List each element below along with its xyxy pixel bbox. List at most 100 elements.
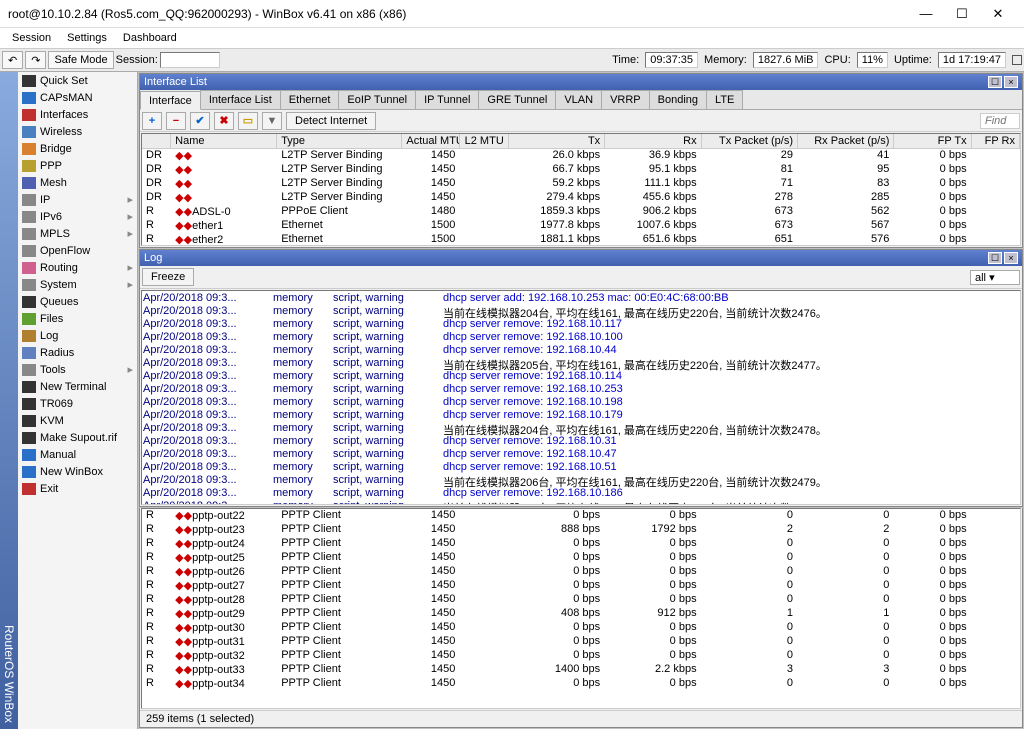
log-row[interactable]: Apr/20/2018 09:3...memoryscript, warning… xyxy=(143,305,1019,318)
table-row[interactable]: R◆◆ether1Ethernet15001977.8 kbps1007.6 k… xyxy=(142,219,1020,233)
table-row[interactable]: R◆◆ether2Ethernet15001881.1 kbps651.6 kb… xyxy=(142,233,1020,246)
table-row[interactable]: R◆◆pptp-out32PPTP Client14500 bps0 bps00… xyxy=(142,649,1020,663)
sidebar-item-ipv6[interactable]: IPv6▸ xyxy=(18,208,137,225)
log-filter-select[interactable]: all ▾ xyxy=(970,270,1020,285)
tab-eoip-tunnel[interactable]: EoIP Tunnel xyxy=(338,90,416,109)
log-row[interactable]: Apr/20/2018 09:3...memoryscript, warning… xyxy=(143,331,1019,344)
table-row[interactable]: R◆◆pptp-out34PPTP Client14500 bps0 bps00… xyxy=(142,677,1020,691)
sidebar-item-quick-set[interactable]: Quick Set xyxy=(18,72,137,89)
log-row[interactable]: Apr/20/2018 09:3...memoryscript, warning… xyxy=(143,383,1019,396)
freeze-button[interactable]: Freeze xyxy=(142,268,194,286)
table-row[interactable]: DR◆◆L2TP Server Binding1450279.4 kbps455… xyxy=(142,191,1020,205)
disable-button[interactable]: ✖ xyxy=(214,112,234,130)
column-header[interactable]: Name xyxy=(171,134,277,148)
column-header[interactable]: FP Tx xyxy=(894,134,971,148)
tab-ethernet[interactable]: Ethernet xyxy=(280,90,340,109)
column-header[interactable]: FP Rx xyxy=(972,134,1020,148)
sidebar-item-kvm[interactable]: KVM xyxy=(18,412,137,429)
table-row[interactable]: R◆◆pptp-out33PPTP Client14501400 bps2.2 … xyxy=(142,663,1020,677)
bottom-table[interactable]: R◆◆pptp-out22PPTP Client14500 bps0 bps00… xyxy=(141,508,1021,709)
filter-button[interactable]: ▼ xyxy=(262,112,282,130)
tab-bonding[interactable]: Bonding xyxy=(649,90,707,109)
remove-button[interactable]: − xyxy=(166,112,186,130)
log-row[interactable]: Apr/20/2018 09:3...memoryscript, warning… xyxy=(143,344,1019,357)
log-row[interactable]: Apr/20/2018 09:3...memoryscript, warning… xyxy=(143,461,1019,474)
sidebar-item-mesh[interactable]: Mesh xyxy=(18,174,137,191)
sidebar-item-wireless[interactable]: Wireless xyxy=(18,123,137,140)
sidebar-item-manual[interactable]: Manual xyxy=(18,446,137,463)
tab-lte[interactable]: LTE xyxy=(706,90,743,109)
log-row[interactable]: Apr/20/2018 09:3...memoryscript, warning… xyxy=(143,318,1019,331)
undo-button[interactable]: ↶ xyxy=(2,51,23,69)
tab-vlan[interactable]: VLAN xyxy=(555,90,602,109)
sidebar-item-ppp[interactable]: PPP xyxy=(18,157,137,174)
column-header[interactable]: Rx xyxy=(605,134,701,148)
redo-button[interactable]: ↷ xyxy=(25,51,46,69)
column-header[interactable]: Actual MTU xyxy=(402,134,460,148)
table-row[interactable]: R◆◆pptp-out28PPTP Client14500 bps0 bps00… xyxy=(142,593,1020,607)
column-header[interactable]: Type xyxy=(277,134,402,148)
enable-button[interactable]: ✔ xyxy=(190,112,210,130)
interface-window-max-icon[interactable]: ☐ xyxy=(988,76,1002,88)
detect-internet-button[interactable]: Detect Internet xyxy=(286,112,376,130)
sidebar-item-tools[interactable]: Tools▸ xyxy=(18,361,137,378)
sidebar-item-interfaces[interactable]: Interfaces xyxy=(18,106,137,123)
log-row[interactable]: Apr/20/2018 09:3...memoryscript, warning… xyxy=(143,370,1019,383)
sidebar-item-tr069[interactable]: TR069 xyxy=(18,395,137,412)
table-row[interactable]: R◆◆pptp-out27PPTP Client14500 bps0 bps00… xyxy=(142,579,1020,593)
sidebar-item-mpls[interactable]: MPLS▸ xyxy=(18,225,137,242)
sidebar-item-files[interactable]: Files xyxy=(18,310,137,327)
table-row[interactable]: R◆◆ADSL-0PPPoE Client14801859.3 kbps906.… xyxy=(142,205,1020,219)
sidebar-item-radius[interactable]: Radius xyxy=(18,344,137,361)
interface-window-close-icon[interactable]: × xyxy=(1004,76,1018,88)
log-window-max-icon[interactable]: ☐ xyxy=(988,252,1002,264)
table-row[interactable]: R◆◆pptp-out25PPTP Client14500 bps0 bps00… xyxy=(142,551,1020,565)
menu-dashboard[interactable]: Dashboard xyxy=(115,30,185,46)
safe-mode-button[interactable]: Safe Mode xyxy=(48,51,113,69)
sidebar-item-queues[interactable]: Queues xyxy=(18,293,137,310)
tab-vrrp[interactable]: VRRP xyxy=(601,90,650,109)
log-row[interactable]: Apr/20/2018 09:3...memoryscript, warning… xyxy=(143,500,1019,505)
log-window-close-icon[interactable]: × xyxy=(1004,252,1018,264)
log-row[interactable]: Apr/20/2018 09:3...memoryscript, warning… xyxy=(143,292,1019,305)
menu-session[interactable]: Session xyxy=(4,30,59,46)
sidebar-item-new-terminal[interactable]: New Terminal xyxy=(18,378,137,395)
sidebar-item-system[interactable]: System▸ xyxy=(18,276,137,293)
hide-toolbar-icon[interactable] xyxy=(1012,55,1022,65)
minimize-button[interactable]: — xyxy=(908,3,944,25)
sidebar-item-openflow[interactable]: OpenFlow xyxy=(18,242,137,259)
sidebar-item-new-winbox[interactable]: New WinBox xyxy=(18,463,137,480)
log-row[interactable]: Apr/20/2018 09:3...memoryscript, warning… xyxy=(143,474,1019,487)
interface-table[interactable]: NameTypeActual MTUL2 MTUTxRxTx Packet (p… xyxy=(141,133,1021,246)
log-row[interactable]: Apr/20/2018 09:3...memoryscript, warning… xyxy=(143,396,1019,409)
column-header[interactable]: Tx xyxy=(509,134,605,148)
sidebar-item-make-supout.rif[interactable]: Make Supout.rif xyxy=(18,429,137,446)
sidebar-item-bridge[interactable]: Bridge xyxy=(18,140,137,157)
sidebar-item-exit[interactable]: Exit xyxy=(18,480,137,497)
log-row[interactable]: Apr/20/2018 09:3...memoryscript, warning… xyxy=(143,448,1019,461)
sidebar-item-ip[interactable]: IP▸ xyxy=(18,191,137,208)
tab-ip-tunnel[interactable]: IP Tunnel xyxy=(415,90,479,109)
column-header[interactable]: Tx Packet (p/s) xyxy=(702,134,798,148)
log-row[interactable]: Apr/20/2018 09:3...memoryscript, warning… xyxy=(143,487,1019,500)
add-button[interactable]: + xyxy=(142,112,162,130)
close-button[interactable]: ✕ xyxy=(980,3,1016,25)
table-row[interactable]: R◆◆pptp-out26PPTP Client14500 bps0 bps00… xyxy=(142,565,1020,579)
table-row[interactable]: R◆◆pptp-out22PPTP Client14500 bps0 bps00… xyxy=(142,509,1020,523)
table-row[interactable]: R◆◆pptp-out23PPTP Client1450888 bps1792 … xyxy=(142,523,1020,537)
sidebar-item-log[interactable]: Log xyxy=(18,327,137,344)
log-row[interactable]: Apr/20/2018 09:3...memoryscript, warning… xyxy=(143,435,1019,448)
log-row[interactable]: Apr/20/2018 09:3...memoryscript, warning… xyxy=(143,422,1019,435)
tab-interface-list[interactable]: Interface List xyxy=(200,90,281,109)
log-row[interactable]: Apr/20/2018 09:3...memoryscript, warning… xyxy=(143,409,1019,422)
table-row[interactable]: R◆◆pptp-out29PPTP Client1450408 bps912 b… xyxy=(142,607,1020,621)
table-row[interactable]: DR◆◆L2TP Server Binding145066.7 kbps95.1… xyxy=(142,163,1020,177)
column-header[interactable]: L2 MTU xyxy=(460,134,508,148)
sidebar-item-capsman[interactable]: CAPsMAN xyxy=(18,89,137,106)
table-row[interactable]: DR◆◆L2TP Server Binding145026.0 kbps36.9… xyxy=(142,149,1020,163)
tab-gre-tunnel[interactable]: GRE Tunnel xyxy=(478,90,556,109)
table-row[interactable]: R◆◆pptp-out30PPTP Client14500 bps0 bps00… xyxy=(142,621,1020,635)
table-row[interactable]: R◆◆pptp-out31PPTP Client14500 bps0 bps00… xyxy=(142,635,1020,649)
comment-button[interactable]: ▭ xyxy=(238,112,258,130)
table-row[interactable]: R◆◆pptp-out24PPTP Client14500 bps0 bps00… xyxy=(142,537,1020,551)
